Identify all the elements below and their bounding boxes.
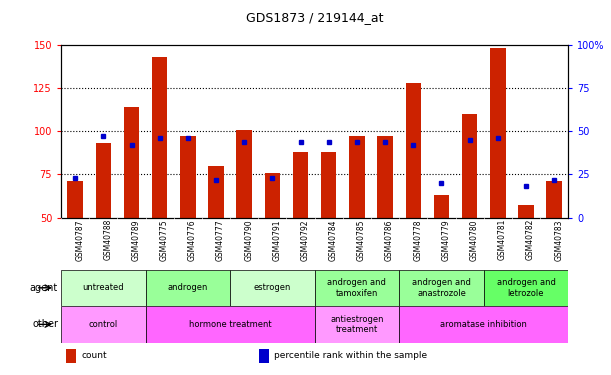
Bar [145,306,315,343]
Bar [321,152,337,217]
Bar [349,136,365,218]
Text: percentile rank within the sample: percentile rank within the sample [274,351,427,360]
Text: other: other [32,320,58,329]
Bar [315,306,399,343]
Text: androgen and
tamoxifen: androgen and tamoxifen [327,278,386,297]
Bar [546,181,562,218]
Bar [61,306,145,343]
Bar [315,270,399,306]
Bar [399,270,484,306]
Text: GSM40790: GSM40790 [244,219,253,261]
Bar [180,136,196,218]
Text: GSM40779: GSM40779 [441,219,450,261]
Text: GSM40787: GSM40787 [75,219,84,261]
Text: GSM40782: GSM40782 [526,219,535,261]
Text: aromatase inhibition: aromatase inhibition [441,320,527,329]
Text: GSM40780: GSM40780 [470,219,478,261]
Text: GSM40781: GSM40781 [498,219,507,261]
Text: GSM40791: GSM40791 [273,219,282,261]
Bar [61,270,145,306]
Text: GSM40784: GSM40784 [329,219,338,261]
Bar [208,166,224,218]
Bar [124,107,139,218]
Text: GSM40778: GSM40778 [413,219,422,261]
Text: GSM40789: GSM40789 [131,219,141,261]
Text: antiestrogen
treatment: antiestrogen treatment [330,315,384,334]
Text: agent: agent [30,283,58,293]
Text: control: control [89,320,118,329]
Text: GSM40775: GSM40775 [159,219,169,261]
Text: GSM40776: GSM40776 [188,219,197,261]
Bar [66,349,76,363]
Bar [293,152,309,217]
Bar [484,270,568,306]
Bar [434,195,449,217]
Text: untreated: untreated [82,284,124,292]
Bar [259,349,269,363]
Bar [95,143,111,218]
Bar [236,129,252,218]
Bar [230,270,315,306]
Text: androgen: androgen [167,284,208,292]
Bar [490,48,505,217]
Text: GSM40786: GSM40786 [385,219,394,261]
Text: GDS1873 / 219144_at: GDS1873 / 219144_at [246,11,384,24]
Text: estrogen: estrogen [254,284,291,292]
Bar [462,114,477,218]
Bar [406,83,421,218]
Text: count: count [81,351,107,360]
Bar [152,57,167,217]
Bar [145,270,230,306]
Text: GSM40792: GSM40792 [301,219,310,261]
Bar [399,306,568,343]
Bar [518,206,534,218]
Bar [265,172,280,217]
Text: GSM40783: GSM40783 [554,219,563,261]
Text: hormone treatment: hormone treatment [189,320,271,329]
Text: GSM40785: GSM40785 [357,219,366,261]
Bar [378,136,393,218]
Text: GSM40777: GSM40777 [216,219,225,261]
Text: GSM40788: GSM40788 [103,219,112,261]
Text: androgen and
anastrozole: androgen and anastrozole [412,278,471,297]
Text: androgen and
letrozole: androgen and letrozole [497,278,555,297]
Bar [67,181,83,218]
